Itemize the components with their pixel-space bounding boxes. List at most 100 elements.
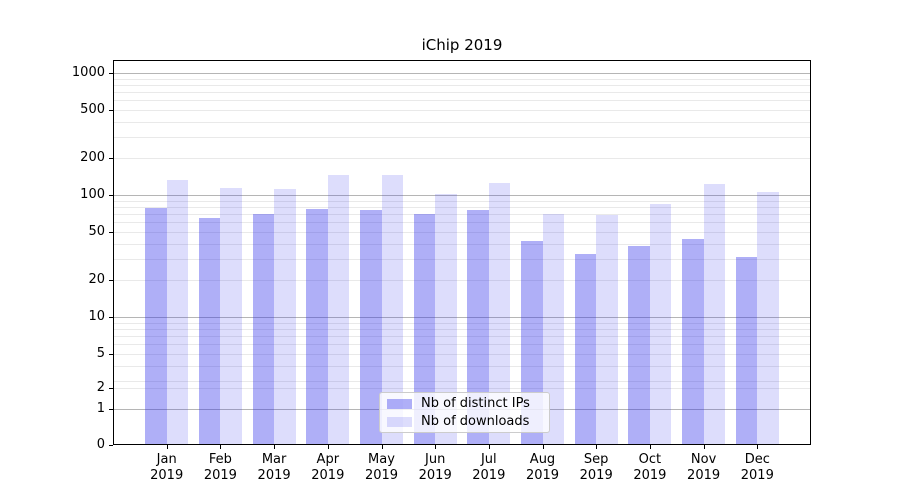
y-tick-mark-1 — [109, 409, 113, 410]
x-tick-label-11: Nov 2019 — [687, 452, 721, 483]
x-tick-mark-3 — [274, 445, 276, 449]
bar-downloads-jan — [166, 179, 189, 445]
y-tick-label-500: 500 — [80, 101, 105, 117]
gridline-major-10 — [114, 317, 810, 318]
chart-title: iChip 2019 — [421, 36, 503, 54]
gridline-minor-50 — [114, 231, 810, 233]
gridline-minor-500 — [114, 109, 810, 111]
legend: Nb of distinct IPs Nb of downloads — [379, 392, 550, 433]
bar-distinct-ips-oct — [628, 246, 650, 445]
x-tick-mark-2 — [220, 445, 222, 449]
bar-distinct-ips-feb — [198, 217, 221, 445]
bar-downloads-oct — [649, 203, 672, 445]
x-tick-label-10: Oct 2019 — [633, 452, 667, 483]
gridline-minor-20 — [114, 280, 810, 282]
gridline-minor-70 — [114, 213, 810, 215]
y-tick-mark-0 — [109, 445, 113, 446]
y-tick-mark-50 — [109, 231, 113, 233]
y-tick-label-10: 10 — [88, 309, 105, 324]
bar-downloads-may — [381, 174, 403, 445]
gridline-major-100 — [114, 195, 810, 196]
gridline-minor-400 — [114, 121, 810, 123]
y-tick-mark-10 — [109, 317, 113, 318]
bar-distinct-ips-jan — [145, 207, 167, 445]
gridline-minor-80 — [114, 206, 810, 208]
legend-swatch-downloads — [387, 416, 412, 427]
gridline-minor-600 — [114, 100, 810, 102]
y-tick-mark-2 — [109, 388, 113, 390]
y-tick-mark-1000 — [109, 73, 113, 74]
y-tick-label-100: 100 — [80, 187, 105, 202]
bar-distinct-ips-jun — [413, 213, 436, 445]
y-tick-mark-100 — [109, 195, 113, 196]
y-tick-label-5: 5 — [96, 345, 105, 361]
x-tick-mark-6 — [435, 445, 437, 449]
bar-downloads-feb — [220, 187, 242, 445]
gridline-minor-40 — [114, 243, 810, 245]
bar-downloads-apr — [327, 175, 350, 445]
x-tick-mark-1 — [166, 445, 168, 449]
legend-entry-downloads: Nb of downloads — [387, 414, 542, 429]
legend-swatch-distinct-ips — [387, 398, 412, 409]
y-tick-label-0: 0 — [96, 437, 105, 452]
bar-distinct-ips-nov — [682, 238, 704, 445]
gridline-minor-30 — [114, 258, 810, 260]
x-tick-mark-5 — [381, 445, 383, 449]
bar-downloads-dec — [757, 191, 779, 445]
legend-entry-distinct-ips: Nb of distinct IPs — [387, 396, 542, 411]
y-tick-mark-5 — [109, 353, 113, 355]
y-tick-mark-500 — [109, 109, 113, 111]
gridline-minor-200 — [114, 158, 810, 160]
gridline-minor-300 — [114, 136, 810, 138]
bar-downloads-aug — [542, 213, 564, 445]
gridline-minor-900 — [114, 78, 810, 80]
bar-distinct-ips-sep — [574, 253, 597, 445]
bar-distinct-ips-dec — [735, 257, 758, 445]
bar-distinct-ips-jul — [467, 210, 489, 445]
x-tick-mark-10 — [649, 445, 651, 449]
x-tick-label-9: Sep 2019 — [579, 452, 613, 483]
x-tick-label-2: Feb 2019 — [203, 452, 237, 483]
y-tick-label-1: 1 — [96, 401, 105, 416]
legend-label-distinct-ips: Nb of distinct IPs — [421, 396, 530, 411]
gridline-minor-7 — [114, 335, 810, 337]
y-tick-mark-20 — [109, 280, 113, 282]
legend-label-downloads: Nb of downloads — [421, 414, 530, 429]
bar-downloads-jul — [488, 182, 511, 445]
x-tick-mark-9 — [596, 445, 598, 449]
y-tick-label-1000: 1000 — [71, 65, 105, 80]
bar-downloads-mar — [274, 189, 296, 445]
gridline-major-1000 — [114, 73, 810, 74]
y-tick-label-20: 20 — [88, 272, 105, 288]
gridline-minor-2 — [114, 388, 810, 390]
gridline-minor-5 — [114, 353, 810, 355]
x-tick-mark-7 — [488, 445, 490, 449]
x-tick-label-4: Apr 2019 — [311, 452, 345, 483]
gridline-minor-90 — [114, 200, 810, 202]
bar-downloads-nov — [703, 183, 726, 445]
x-tick-label-12: Dec 2019 — [740, 452, 774, 483]
x-tick-label-5: May 2019 — [364, 452, 399, 483]
x-tick-label-1: Jan 2019 — [150, 452, 184, 483]
y-tick-label-2: 2 — [96, 380, 105, 396]
x-tick-mark-12 — [757, 445, 759, 449]
bar-downloads-jun — [435, 194, 457, 445]
gridline-minor-60 — [114, 222, 810, 224]
bar-distinct-ips-may — [360, 210, 382, 445]
x-tick-label-6: Jun 2019 — [418, 452, 452, 483]
x-tick-mark-8 — [542, 445, 544, 449]
x-tick-mark-4 — [327, 445, 329, 449]
bar-downloads-sep — [596, 215, 618, 445]
x-tick-label-7: Jul 2019 — [472, 452, 506, 483]
x-tick-label-3: Mar 2019 — [257, 452, 291, 483]
bar-distinct-ips-apr — [306, 208, 328, 445]
gridline-minor-9 — [114, 322, 810, 324]
gridline-minor-8 — [114, 328, 810, 330]
gridline-minor-700 — [114, 91, 810, 93]
y-tick-label-50: 50 — [88, 223, 105, 239]
y-tick-label-200: 200 — [80, 150, 105, 166]
gridline-minor-3 — [114, 380, 810, 382]
x-tick-label-8: Aug 2019 — [525, 452, 560, 483]
bar-distinct-ips-mar — [252, 213, 275, 445]
